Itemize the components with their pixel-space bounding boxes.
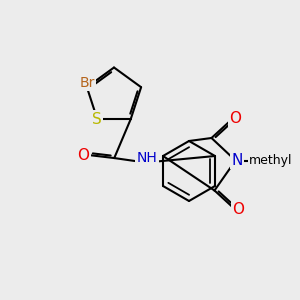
Text: Br: Br: [79, 76, 94, 90]
Text: N: N: [231, 153, 243, 168]
Text: O: O: [229, 111, 241, 126]
Text: S: S: [92, 112, 102, 127]
Text: O: O: [232, 202, 244, 217]
Text: NH: NH: [137, 151, 158, 165]
Text: methyl: methyl: [249, 154, 293, 167]
Text: O: O: [77, 148, 89, 163]
